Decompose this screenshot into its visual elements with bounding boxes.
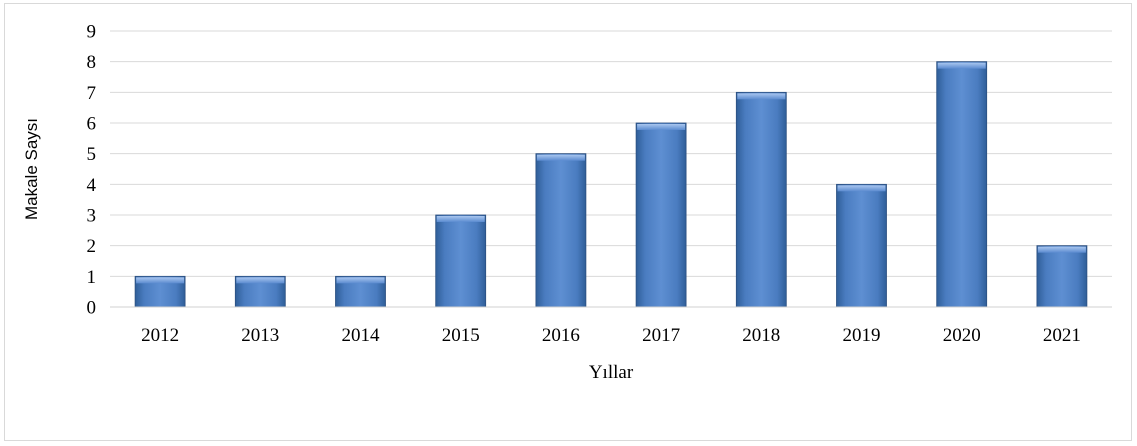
bar-2020 [936, 61, 988, 308]
bar-2013 [234, 275, 286, 308]
bar-body [535, 153, 587, 308]
bar-2018 [735, 91, 787, 308]
bar-body [1036, 245, 1088, 308]
bar-highlight [436, 216, 485, 222]
bar-body [735, 91, 787, 308]
bar-highlight [536, 154, 585, 161]
bar-2012 [134, 275, 186, 308]
bar-body [936, 61, 988, 308]
x-tick-label: 2014 [342, 325, 381, 346]
bar-2016 [535, 153, 587, 308]
y-tick-label: 0 [87, 298, 97, 319]
x-tick-label: 2016 [542, 325, 580, 346]
bar-highlight [937, 62, 986, 69]
x-axis-ticks: 2012 2013 2014 2015 2016 2017 2018 2019 2020 2021 [141, 325, 1081, 346]
bar-highlight [637, 124, 686, 130]
x-tick-label: 2013 [241, 325, 279, 346]
bars [134, 61, 1088, 308]
bar-body [435, 214, 487, 308]
y-tick-label: 8 [87, 52, 97, 73]
bar-highlight [837, 185, 886, 192]
x-tick-label: 2017 [642, 325, 680, 346]
y-tick-label: 3 [87, 206, 97, 227]
bar-2021 [1036, 245, 1088, 308]
bar-2014 [335, 275, 386, 308]
bar-highlight [136, 277, 185, 284]
x-tick-label: 2021 [1043, 325, 1081, 346]
y-axis-title: Makale Saysı [22, 118, 41, 220]
bar-highlight [236, 277, 285, 284]
y-tick-label: 4 [87, 175, 97, 196]
x-tick-label: 2015 [442, 325, 480, 346]
y-tick-label: 9 [87, 22, 97, 43]
x-tick-label: 2019 [843, 325, 881, 346]
bar-body [836, 183, 887, 308]
x-tick-label: 2012 [141, 325, 179, 346]
y-tick-label: 5 [87, 144, 97, 165]
bar-highlight [1037, 246, 1086, 253]
bar-2017 [635, 122, 687, 308]
bar-highlight [336, 277, 385, 284]
y-tick-label: 6 [87, 114, 97, 135]
y-tick-label: 2 [87, 236, 97, 257]
bar-body [635, 122, 687, 308]
y-tick-label: 7 [87, 83, 97, 104]
x-tick-label: 2018 [742, 325, 780, 346]
bar-2015 [435, 214, 487, 308]
bar-highlight [737, 93, 786, 100]
x-axis-title: Yıllar [589, 362, 634, 383]
bar-2019 [836, 183, 887, 308]
x-tick-label: 2020 [943, 325, 981, 346]
y-tick-label: 1 [87, 267, 97, 288]
y-axis-ticks: 0 1 2 3 4 5 6 7 8 9 [87, 22, 97, 319]
